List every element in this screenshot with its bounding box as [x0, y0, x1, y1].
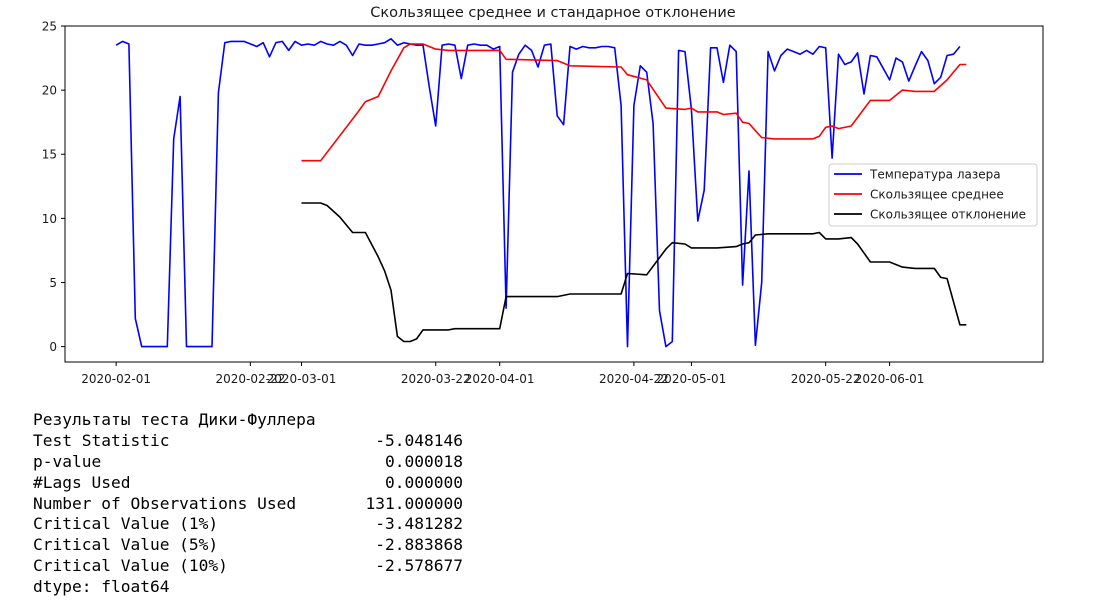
- output-value: 0.000000: [385, 472, 463, 492]
- legend-box: [828, 163, 1038, 227]
- x-tick-label: 2020-03-22: [401, 372, 471, 386]
- output-line: Critical Value (5%) -2.883868: [33, 535, 463, 556]
- output-label: p-value: [33, 451, 102, 471]
- legend-entry: Скользящее отклонение: [870, 208, 1026, 222]
- output-line: Critical Value (1%) -3.481282: [33, 514, 463, 535]
- chart: Скользящее среднее и стандарное отклонен…: [42, 5, 1044, 386]
- y-tick-label: 5: [49, 276, 57, 290]
- output-value: -2.883868: [375, 535, 463, 555]
- output-label: Critical Value (10%): [33, 556, 228, 576]
- x-tick-label: 2020-02-01: [81, 372, 151, 386]
- output-value: -3.481282: [375, 514, 463, 534]
- legend-entry: Температура лазера: [869, 168, 1001, 182]
- x-tick-label: 2020-06-01: [855, 372, 925, 386]
- y-tick-label: 0: [49, 340, 57, 354]
- output-line: Number of Observations Used 131.000000: [33, 494, 463, 515]
- output-label: Critical Value (1%): [33, 514, 219, 534]
- chart-title: Скользящее среднее и стандарное отклонен…: [370, 5, 735, 21]
- y-tick-label: 25: [42, 20, 57, 34]
- y-tick-label: 10: [42, 212, 57, 226]
- output-value: 131.000000: [365, 493, 463, 513]
- output-line: Test Statistic -5.048146: [33, 431, 463, 452]
- y-tick-label: 15: [42, 148, 57, 162]
- output-label: #Lags Used: [33, 472, 131, 492]
- x-tick-label: 2020-05-01: [657, 372, 727, 386]
- adf-test-output: Результаты теста Дики-Фуллера Test Statis…: [33, 410, 463, 598]
- plot-frame: [64, 25, 1044, 363]
- series-line-2: [301, 43, 967, 162]
- y-tick-label: 20: [42, 84, 57, 98]
- output-value: -5.048146: [375, 430, 463, 450]
- x-tick-label: 2020-03-01: [267, 372, 337, 386]
- series-line-1: [115, 37, 961, 348]
- legend-entry: Скользящее среднее: [870, 188, 1004, 202]
- x-tick-label: 2020-04-22: [599, 372, 669, 386]
- output-label: dtype: float64: [33, 577, 170, 597]
- output-line: dtype: float64: [33, 577, 463, 598]
- legend: Температура лазера Скользящее среднее Скол…: [828, 163, 1038, 227]
- output-label: Test Statistic: [33, 430, 170, 450]
- output-label: Number of Observations Used: [33, 493, 297, 513]
- output-line: Результаты теста Дики-Фуллера: [33, 410, 463, 431]
- output-label: Результаты теста Дики-Фуллера: [33, 410, 316, 429]
- output-line: #Lags Used 0.000000: [33, 473, 463, 494]
- x-tick-label: 2020-05-22: [791, 372, 861, 386]
- output-line: Critical Value (10%) -2.578677: [33, 556, 463, 577]
- x-tick-label: 2020-02-22: [215, 372, 285, 386]
- output-value: 0.000018: [385, 451, 463, 471]
- y-axis: 0 5 10 15 20 25: [42, 20, 65, 354]
- output-label: Critical Value (5%): [33, 535, 219, 555]
- output-line: p-value 0.000018: [33, 452, 463, 473]
- series-lines: [115, 37, 967, 348]
- x-tick-label: 2020-04-01: [465, 372, 535, 386]
- series-line-3: [301, 202, 967, 343]
- output-value: -2.578677: [375, 556, 463, 576]
